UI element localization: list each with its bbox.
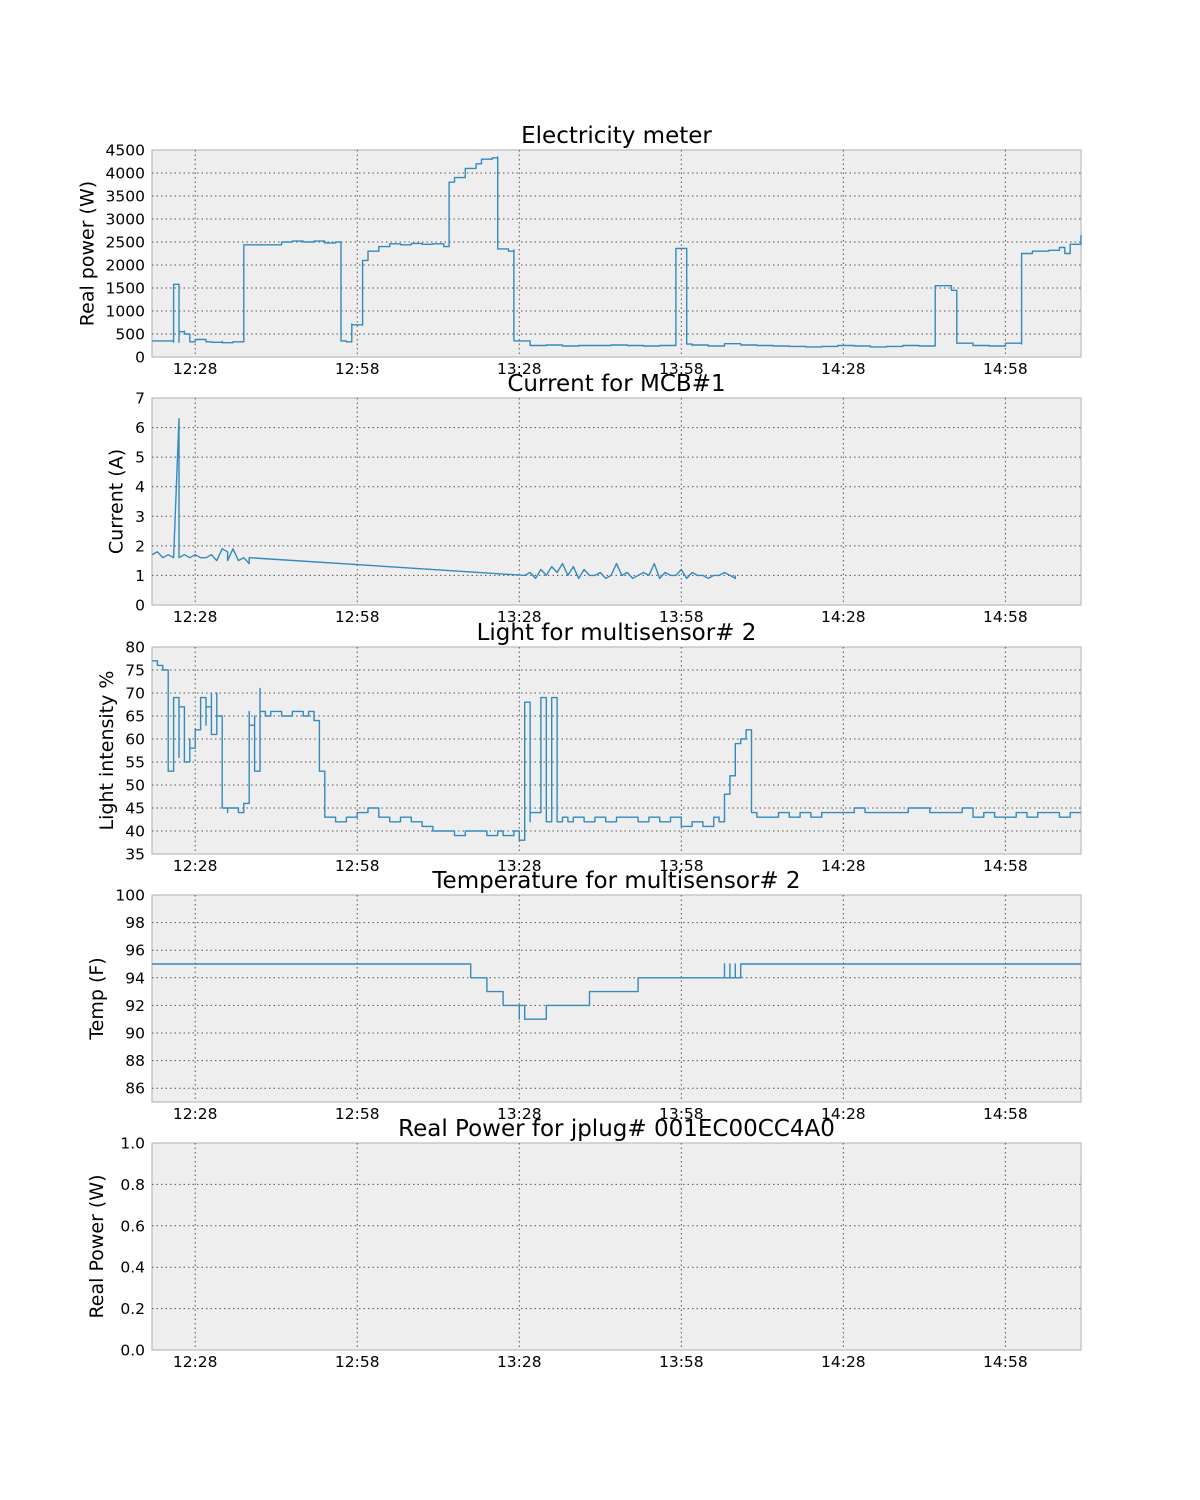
y-tick-label: 55: [125, 754, 145, 772]
chart-title: Light for multisensor# 2: [477, 620, 757, 646]
chart-title: Real Power for jplug# 001EC00CC4A0: [398, 1116, 835, 1142]
x-tick-label: 14:28: [821, 1353, 866, 1371]
chart-title: Current for MCB#1: [507, 371, 725, 397]
y-tick-label: 92: [125, 997, 145, 1015]
plot-area: [151, 1142, 1082, 1351]
y-tick-label: 50: [125, 777, 145, 795]
plot-area: [151, 646, 1082, 855]
y-tick-label: 5: [135, 449, 145, 467]
y-tick-label: 65: [125, 708, 145, 726]
x-tick-label: 12:58: [335, 360, 380, 378]
chart-title: Electricity meter: [521, 123, 712, 149]
x-tick-label: 14:28: [821, 360, 866, 378]
series-line: [151, 418, 736, 580]
x-tick-label: 12:58: [335, 857, 380, 875]
y-tick-label: 7: [135, 390, 145, 408]
x-tick-label: 12:28: [173, 608, 218, 626]
y-axis-label: Temp (F): [86, 957, 108, 1040]
x-tick-label: 13:58: [659, 608, 704, 626]
plot-area: [151, 894, 1082, 1103]
y-tick-label: 2000: [106, 257, 145, 275]
x-tick-label: 13:28: [497, 360, 542, 378]
y-tick-label: 3: [135, 508, 145, 526]
y-tick-label: 0: [135, 597, 145, 615]
y-axis-label: Real Power (W): [86, 1174, 108, 1318]
y-tick-label: 3500: [106, 188, 145, 206]
y-tick-label: 45: [125, 800, 145, 818]
y-tick-label: 3000: [106, 211, 145, 229]
y-tick-label: 1500: [106, 280, 145, 298]
y-tick-label: 0.8: [120, 1176, 145, 1194]
y-tick-label: 90: [125, 1025, 145, 1043]
y-tick-label: 94: [125, 969, 145, 987]
series-line: [152, 963, 1081, 1020]
y-tick-label: 0: [135, 349, 145, 367]
x-tick-label: 12:28: [173, 1105, 218, 1123]
y-tick-label: 4000: [106, 165, 145, 183]
y-tick-label: 1000: [106, 303, 145, 321]
x-tick-label: 13:58: [659, 360, 704, 378]
series-line: [152, 660, 1081, 841]
x-tick-label: 12:58: [335, 608, 380, 626]
x-tick-label: 14:58: [983, 360, 1028, 378]
plot-area: [151, 149, 1082, 358]
x-tick-label: 14:58: [983, 608, 1028, 626]
subplot-3: 12:28 12:58 13:28 13:58 14:28 14:58 35 40 45 50 55…: [96, 620, 1082, 875]
y-tick-label: 0.4: [120, 1259, 145, 1277]
x-tick-label: 14:58: [983, 1105, 1028, 1123]
y-tick-label: 2: [135, 537, 145, 555]
x-tick-label: 13:28: [497, 608, 542, 626]
y-tick-label: 86: [125, 1080, 145, 1098]
subplot-5: 12:28 12:58 13:28 13:58 14:28 14:58 0.0 0.2 0.4 0…: [86, 1116, 1082, 1371]
series-line: [152, 156, 1082, 348]
x-tick-label: 13:28: [497, 1105, 542, 1123]
x-tick-label: 12:58: [335, 1353, 380, 1371]
y-tick-label: 75: [125, 662, 145, 680]
x-tick-label: 12:58: [335, 1105, 380, 1123]
y-tick-label: 88: [125, 1052, 145, 1070]
y-axis-label: Current (A): [105, 449, 127, 554]
y-axis-label: Light intensity %: [96, 671, 118, 831]
x-tick-label: 14:58: [983, 857, 1028, 875]
y-tick-label: 4500: [106, 142, 145, 160]
y-tick-label: 60: [125, 731, 145, 749]
x-tick-label: 12:28: [173, 1353, 218, 1371]
chart-title: Temperature for multisensor# 2: [431, 868, 800, 894]
y-tick-label: 2500: [106, 234, 145, 252]
x-tick-label: 14:28: [821, 857, 866, 875]
x-tick-label: 14:28: [821, 608, 866, 626]
y-tick-label: 96: [125, 942, 145, 960]
y-tick-label: 0.6: [120, 1217, 145, 1235]
x-tick-label: 12:28: [173, 857, 218, 875]
x-tick-label: 12:28: [173, 360, 218, 378]
y-tick-label: 40: [125, 823, 145, 841]
y-tick-label: 35: [125, 846, 145, 864]
x-tick-label: 13:58: [659, 1353, 704, 1371]
subplot-1: 12:28 12:58 13:28 13:58 14:28 14:58 500 1000 150…: [77, 123, 1082, 378]
y-tick-label: 1: [135, 567, 145, 585]
y-axis-label: Real power (W): [77, 181, 99, 326]
y-tick-label: 0.2: [120, 1300, 145, 1318]
y-tick-label: 80: [125, 639, 145, 657]
plot-area: [151, 397, 1082, 606]
x-tick-label: 13:58: [659, 857, 704, 875]
y-tick-label: 70: [125, 685, 145, 703]
y-tick-label: 1.0: [120, 1135, 145, 1153]
x-tick-label: 13:28: [497, 1353, 542, 1371]
y-tick-label: 98: [125, 914, 145, 932]
x-tick-label: 13:58: [659, 1105, 704, 1123]
x-tick-label: 14:28: [821, 1105, 866, 1123]
x-tick-label: 13:28: [497, 857, 542, 875]
y-tick-label: 100: [115, 887, 145, 905]
y-tick-label: 6: [135, 419, 145, 437]
y-tick-label: 4: [135, 478, 145, 496]
y-tick-label: 0.0: [120, 1342, 145, 1360]
x-tick-label: 14:58: [983, 1353, 1028, 1371]
y-tick-label: 500: [115, 326, 145, 344]
subplot-4: 12:28 12:58 13:28 13:58 14:28 14:58 86 88 90 92 94…: [86, 868, 1082, 1123]
subplot-2: 12:28 12:58 13:28 13:58 14:28 14:58 0 1 2 3 4 5 6 7 Cu…: [105, 371, 1082, 626]
